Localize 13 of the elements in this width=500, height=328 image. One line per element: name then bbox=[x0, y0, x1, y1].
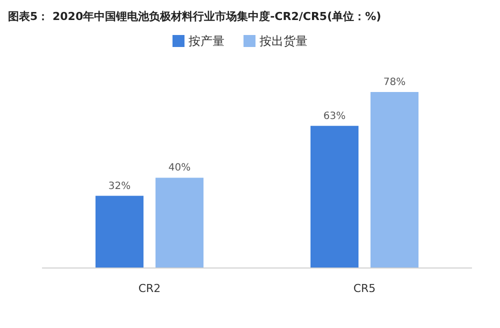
x-tick-label: CR5 bbox=[353, 282, 376, 295]
bar bbox=[156, 178, 204, 268]
chart-title: 图表5： 2020年中国锂电池负极材料行业市场集中度-CR2/CR5(单位：%) bbox=[8, 10, 382, 23]
data-label: 63% bbox=[323, 110, 346, 122]
bar bbox=[96, 196, 144, 268]
legend-label: 按产量 bbox=[188, 34, 224, 48]
data-label: 32% bbox=[108, 180, 131, 192]
legend-label: 按出货量 bbox=[260, 34, 308, 48]
data-label: 40% bbox=[168, 162, 191, 174]
bar bbox=[310, 126, 358, 268]
bar bbox=[370, 92, 418, 268]
x-tick-label: CR2 bbox=[138, 282, 161, 295]
data-label: 78% bbox=[383, 77, 406, 88]
